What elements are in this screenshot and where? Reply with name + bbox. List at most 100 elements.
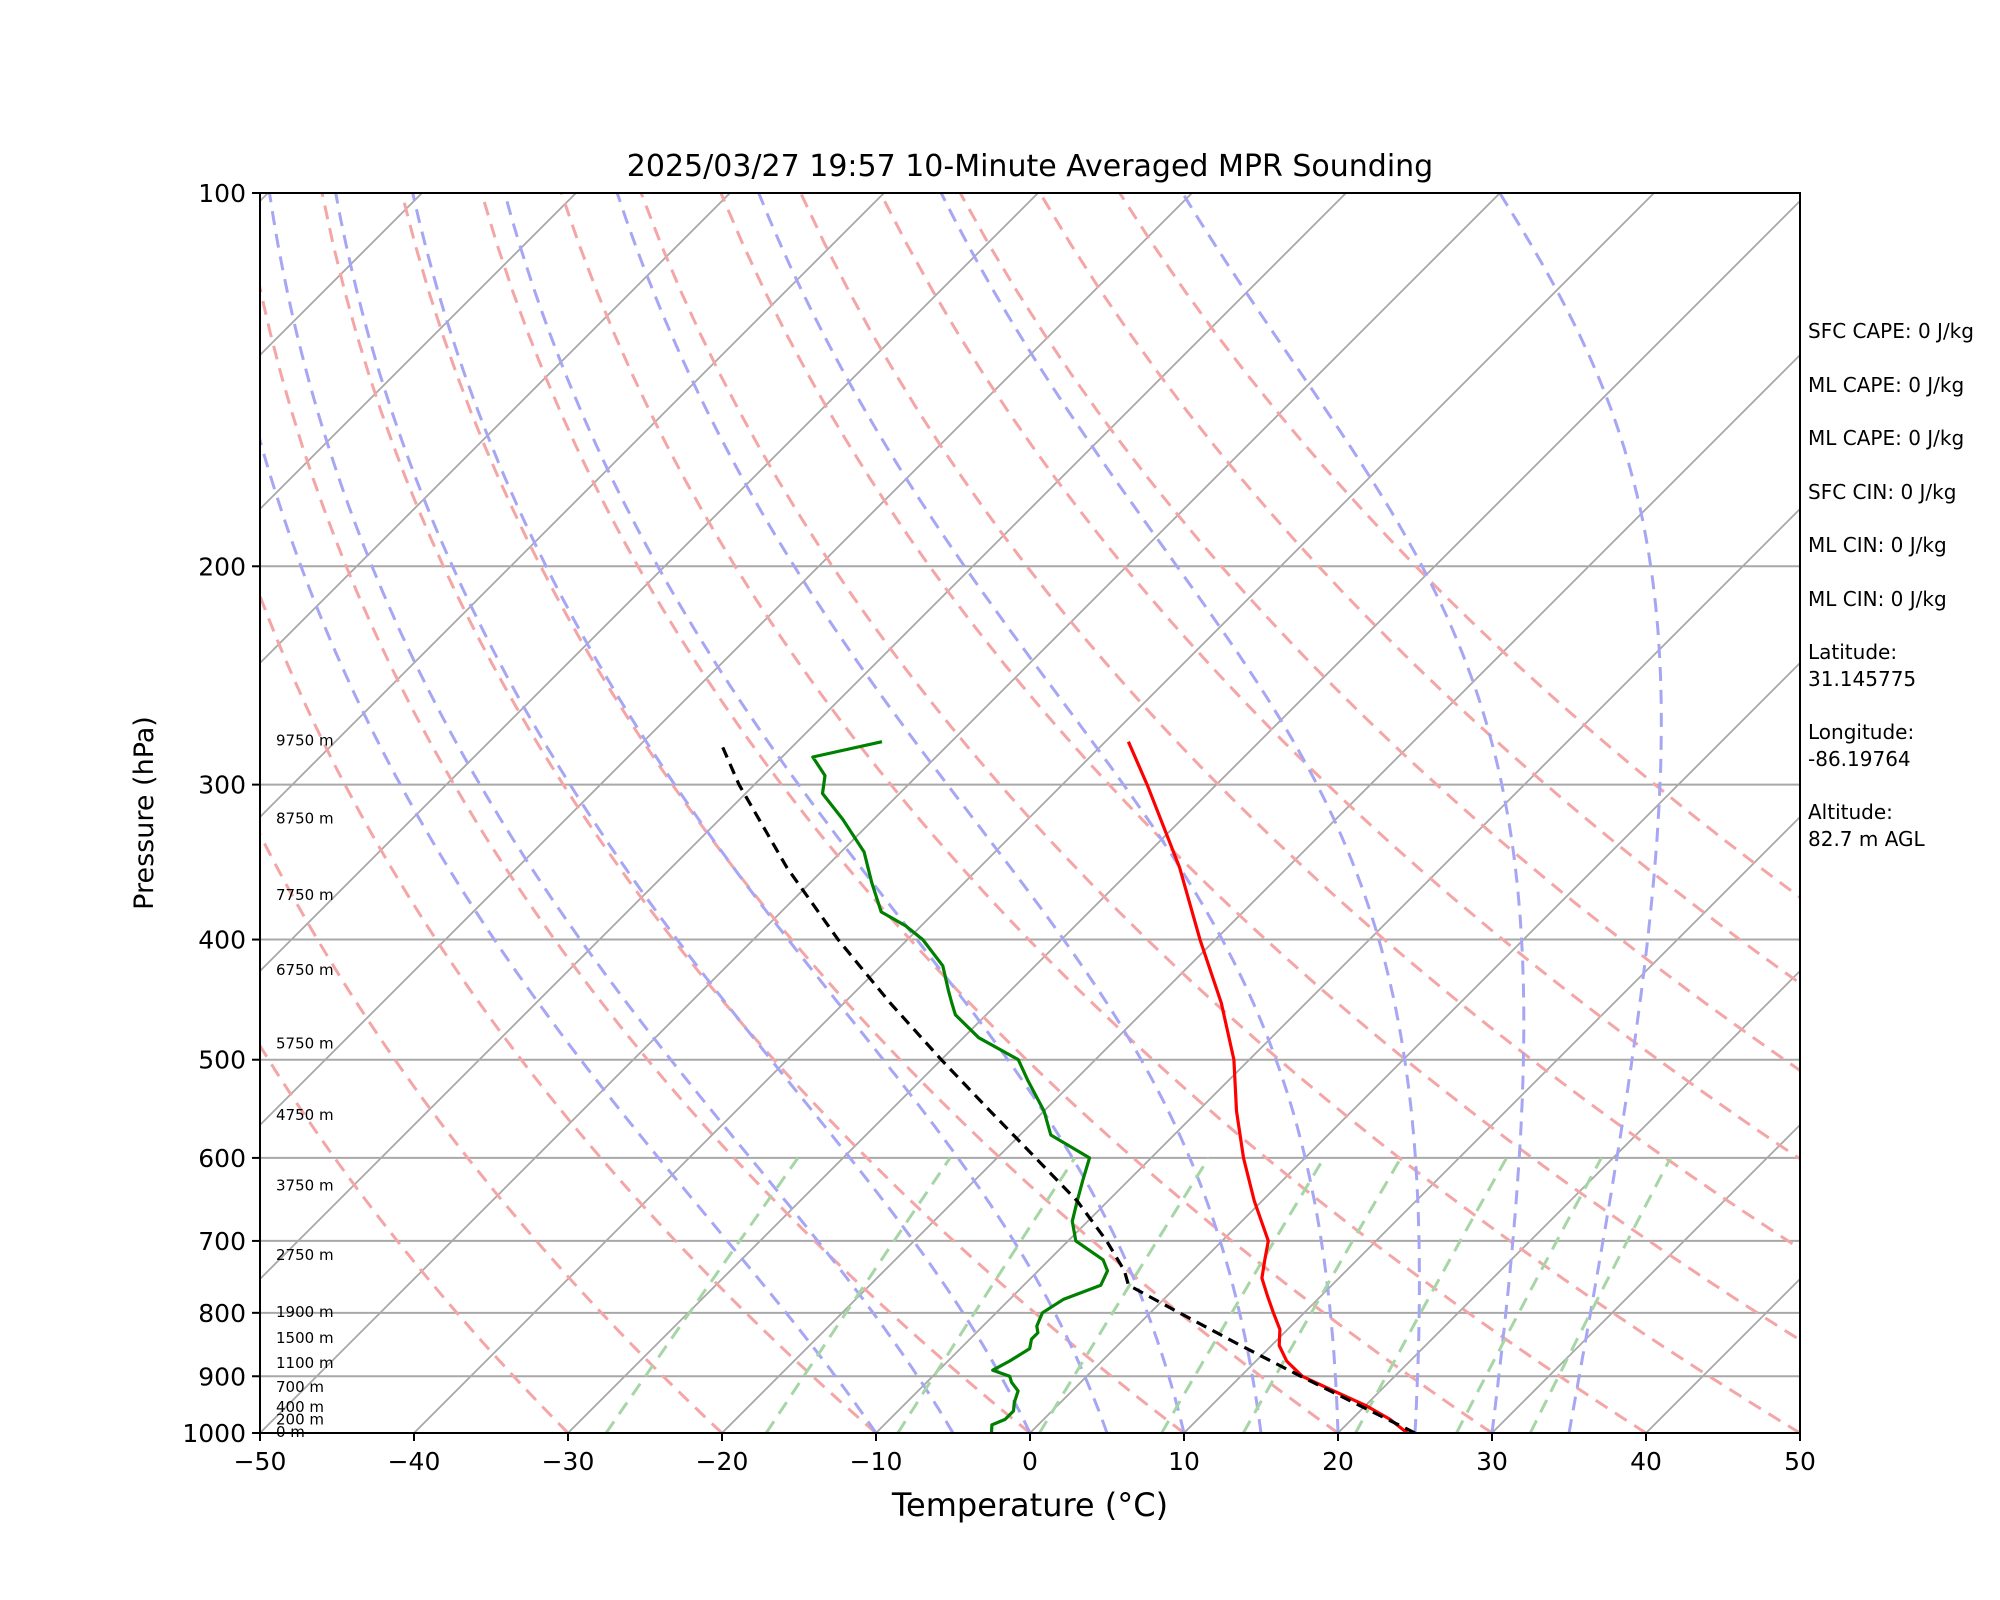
y-tick-label: 200 (198, 552, 246, 581)
height-label: 700 m (276, 1378, 324, 1396)
y-tick-label: 400 (198, 926, 246, 955)
isotherm-line (260, 193, 1193, 1127)
latitude-block: Latitude: 31.145775 (1808, 639, 1998, 719)
height-label: 1500 m (276, 1329, 334, 1347)
dry-adiabat (1118, 193, 1800, 900)
dry-adiabat (260, 1043, 570, 1433)
moist-adiabat (334, 193, 1032, 1433)
isotherm-line (260, 193, 731, 665)
x-tick-label: −20 (696, 1447, 749, 1476)
x-tick-label: 20 (1322, 1447, 1354, 1476)
mixing-ratio-line (1241, 1157, 1403, 1433)
ml-cin-2: ML CIN: 0 J/kg (1808, 586, 1947, 611)
moist-adiabat (1498, 193, 1663, 1433)
x-tick-label: 40 (1630, 1447, 1662, 1476)
altitude-label: Altitude: (1808, 800, 1893, 824)
dry-adiabat (719, 193, 1800, 1342)
mixing-ratio-line (1160, 1157, 1326, 1433)
x-tick-label: 50 (1784, 1447, 1816, 1476)
isotherm-line (260, 193, 1501, 1433)
dry-adiabat (260, 280, 1031, 1433)
isotherm-line (260, 193, 577, 511)
mixing-ratio-line (764, 1157, 952, 1433)
dry-adiabat (958, 193, 1800, 1073)
latitude-value: 31.145775 (1808, 667, 1917, 691)
sounding-profiles (718, 740, 1416, 1433)
x-tick-label: −40 (388, 1447, 441, 1476)
height-label: 9750 m (276, 732, 334, 750)
x-tick-label: −50 (234, 1447, 287, 1476)
dry-adiabat (1038, 193, 1800, 986)
axes: −50 −40 −30 −20 −10 0 10 20 30 40 50 100 200 300 400 50… (182, 179, 1816, 1476)
y-tick-label: 600 (198, 1144, 246, 1173)
mixing-ratio-line (604, 1157, 800, 1433)
y-tick-label: 100 (198, 179, 246, 208)
x-tick-label: −10 (850, 1447, 903, 1476)
altitude-value: 82.7 m AGL (1808, 827, 1925, 851)
height-label: 7750 m (276, 886, 334, 904)
dry-adiabat (260, 831, 724, 1433)
height-label: 6750 m (276, 961, 334, 979)
y-tick-label: 700 (198, 1227, 246, 1256)
longitude-block: Longitude: -86.19764 (1808, 719, 1998, 799)
dry-adiabat (879, 193, 1800, 1161)
x-axis-label: Temperature (°C) (891, 1486, 1168, 1524)
dry-adiabat (320, 193, 1185, 1433)
mixing-ratio-line (896, 1157, 1077, 1433)
moist-adiabat (757, 193, 1340, 1433)
moist-adiabat (268, 193, 955, 1433)
y-tick-label: 800 (198, 1299, 246, 1328)
height-label: 400 m (276, 1398, 324, 1416)
height-label: 3750 m (276, 1177, 334, 1195)
isotherm-line (1491, 1123, 1800, 1433)
longitude-label: Longitude: (1808, 720, 1915, 744)
y-tick-label: 500 (198, 1046, 246, 1075)
plot-frame (259, 192, 1801, 1434)
isotherm-line (567, 199, 1800, 1433)
x-tick-label: 10 (1168, 1447, 1200, 1476)
dry-adiabat (480, 193, 1493, 1433)
isotherm-line (260, 193, 1039, 973)
ml-cape-2: ML CAPE: 0 J/kg (1808, 426, 1965, 450)
isotherm-line (1029, 661, 1800, 1433)
dewpoint-profile (811, 740, 1110, 1433)
y-tick-label: 900 (198, 1362, 246, 1391)
height-label: 5750 m (276, 1034, 334, 1052)
dry-adiabat (400, 193, 1339, 1433)
dry-adiabat (799, 193, 1800, 1251)
altitude-block: Altitude: 82.7 m AGL (1808, 799, 1998, 879)
isotherm-line (0, 193, 114, 1433)
ml-cin: ML CIN: 0 J/kg (1808, 533, 1947, 557)
x-tick-label: 0 (1022, 1447, 1038, 1476)
temperature-profile (1126, 741, 1409, 1433)
isotherm-line (875, 507, 1800, 1433)
sfc-cin: SFC CIN: 0 J/kg (1808, 479, 1957, 504)
x-tick-label: 30 (1476, 1447, 1508, 1476)
y-tick-label: 1000 (182, 1419, 246, 1448)
ml-cape: ML CAPE: 0 J/kg (1808, 372, 1965, 397)
latitude-label: Latitude: (1808, 640, 1898, 664)
isotherm-line (1337, 969, 1800, 1433)
dry-adiabat (639, 193, 1800, 1433)
moist-adiabat (939, 193, 1421, 1433)
mixing-ratio-line (1455, 1157, 1603, 1433)
height-label: 1900 m (276, 1303, 334, 1321)
isotherm-line (260, 193, 885, 819)
isotherm-line (721, 353, 1800, 1433)
height-label: 200 m (276, 1410, 324, 1428)
thermodynamic-background (0, 193, 1800, 1433)
sfc-cape: SFC CAPE: 0 J/kg (1808, 319, 1974, 343)
dry-adiabat (260, 592, 877, 1433)
height-label: 8750 m (276, 809, 334, 827)
mixing-ratio-line (1528, 1157, 1672, 1433)
isotherm-line (1183, 815, 1800, 1433)
y-tick-label: 300 (198, 771, 246, 800)
isotherm-line (413, 193, 1655, 1433)
longitude-value: -86.19764 (1808, 747, 1911, 771)
height-label: 2750 m (276, 1246, 334, 1264)
x-tick-label: −30 (542, 1447, 595, 1476)
moist-adiabat (1181, 193, 1526, 1433)
y-axis-label: Pressure (hPa) (129, 716, 160, 910)
